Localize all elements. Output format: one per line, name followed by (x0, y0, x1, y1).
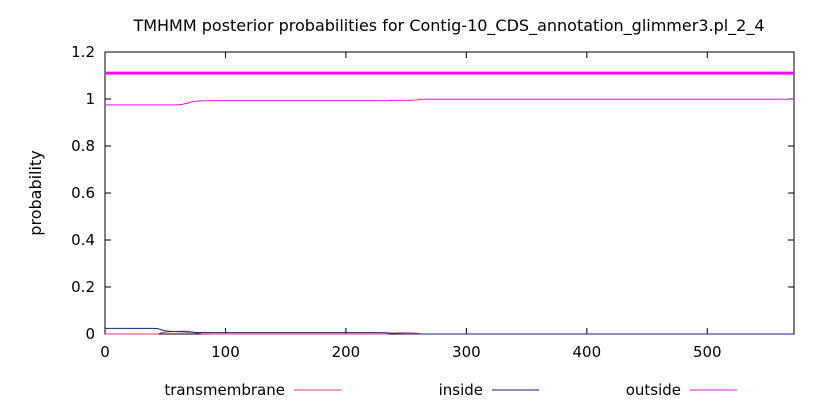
y-tick-label: 0.6 (71, 184, 95, 202)
y-tick-label: 0.2 (71, 278, 95, 296)
series-line-inside (105, 327, 794, 335)
plot-frame (104, 51, 795, 335)
x-tick-label: 0 (100, 343, 110, 361)
x-tick-label: 500 (693, 343, 722, 361)
y-tick-label: 0.4 (71, 231, 95, 249)
plot-area: 0 0.2 0.4 0.6 0.8 1 1.2 0 100 200 300 400 500 (71, 43, 795, 361)
series-line-transmembrane (105, 330, 794, 335)
x-tick-label: 200 (332, 343, 361, 361)
y-tick-label: 0 (85, 325, 95, 343)
chart-title: TMHMM posterior probabilities for Contig… (132, 16, 764, 36)
legend-label-inside: inside (439, 381, 483, 399)
y-tick-label: 1 (85, 90, 95, 108)
x-tick-label: 300 (452, 343, 481, 361)
y-tick-label: 0.8 (71, 137, 95, 155)
series-line-outside (105, 98, 795, 106)
legend-label-outside: outside (626, 381, 681, 399)
legend: transmembrane inside outside (164, 381, 737, 399)
legend-label-transmembrane: transmembrane (164, 381, 285, 399)
x-tick-label: 100 (211, 343, 240, 361)
x-tick-label: 400 (572, 343, 601, 361)
y-tick-label: 1.2 (71, 43, 95, 61)
y-axis-label: probability (26, 150, 45, 235)
